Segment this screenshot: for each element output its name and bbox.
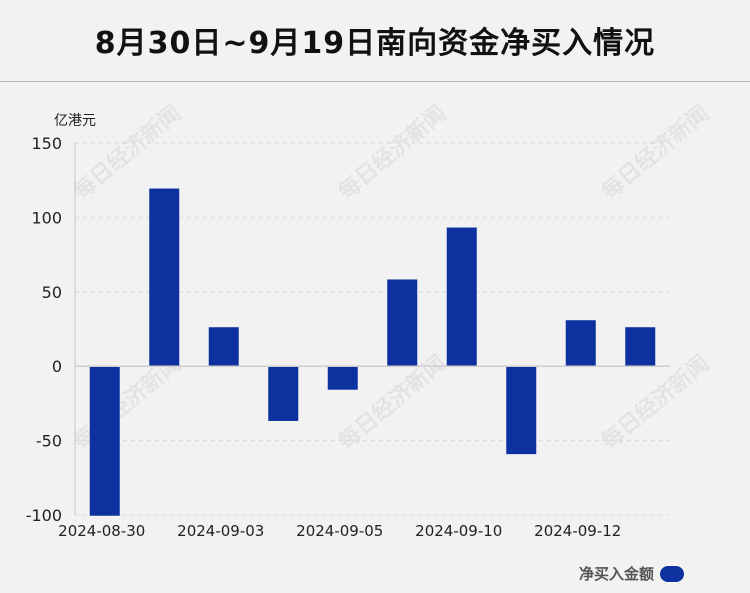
bar (149, 188, 180, 367)
legend: 净买入金额 (579, 563, 684, 584)
y-tick-label: 150 (31, 134, 62, 153)
bar (89, 366, 120, 516)
y-tick-label: -50 (36, 432, 62, 451)
y-tick-label: 50 (42, 283, 62, 302)
bar (565, 320, 596, 367)
bar (327, 366, 358, 390)
y-tick-label: 0 (52, 357, 62, 376)
x-tick-label: 2024-09-10 (415, 522, 502, 540)
bar (625, 327, 656, 367)
legend-label: 净买入金额 (578, 565, 654, 583)
x-tick-label: 2024-09-03 (177, 522, 264, 540)
title-divider (0, 81, 750, 82)
bar (387, 279, 418, 367)
bar (268, 366, 299, 421)
bar (506, 366, 537, 455)
x-tick-label: 2024-08-30 (58, 522, 145, 540)
bar (446, 227, 477, 367)
chart-title: 8月30日~9月19日南向资金净买入情况 (94, 26, 656, 61)
y-tick-label: 100 (31, 208, 62, 227)
bar (208, 327, 239, 367)
x-tick-label: 2024-09-05 (296, 522, 383, 540)
y-axis-unit-label: 亿港元 (54, 113, 96, 129)
legend-swatch (660, 565, 684, 582)
y-tick-label: -100 (26, 506, 62, 525)
x-tick-label: 2024-09-12 (534, 522, 621, 540)
